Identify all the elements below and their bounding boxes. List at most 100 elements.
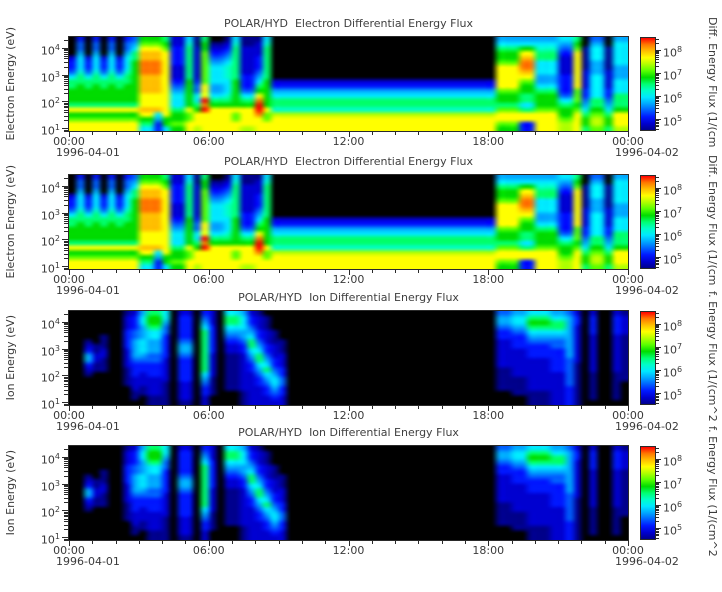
y-minor-tick [64, 335, 68, 337]
y-minor-tick [64, 349, 68, 351]
colorbar-major-tick [656, 481, 661, 483]
x-tick-label: 18:00 [472, 409, 505, 422]
colorbar-minor-tick [656, 61, 659, 63]
x-tick-label: 12:00 [332, 409, 365, 422]
colorbar-tick-label: 108 [663, 44, 683, 60]
y-tick-label: 101 [40, 123, 60, 138]
y-major-tick [62, 212, 68, 214]
y-minor-tick [64, 325, 68, 327]
x-tick-label: 18:00 [472, 273, 505, 286]
x-tick-label: 06:00 [192, 135, 225, 148]
y-minor-tick [64, 486, 68, 488]
y-minor-tick [64, 462, 68, 464]
colorbar-minor-tick [656, 507, 659, 509]
y-minor-tick [64, 340, 68, 342]
y-minor-tick [64, 381, 68, 383]
x-minor-tick [534, 406, 536, 409]
date-label-right: 1996-04-02 [615, 555, 679, 568]
x-minor-tick [138, 406, 140, 409]
colorbar-major-tick [656, 49, 661, 51]
colorbar-tick-label: 105 [663, 252, 683, 268]
colorbar-minor-tick [656, 465, 659, 467]
y-major-tick [62, 321, 68, 323]
colorbar-axis-label: f. Energy Flux (1/(cm^2 [706, 426, 719, 557]
colorbar-minor-tick [656, 82, 659, 84]
y-major-tick [62, 74, 68, 76]
colorbar-minor-tick [656, 483, 659, 485]
colorbar-tick-label: 105 [663, 114, 683, 130]
date-label-right: 1996-04-02 [615, 420, 679, 433]
y-minor-tick [64, 107, 68, 109]
x-minor-tick [162, 406, 164, 409]
x-minor-tick [511, 132, 513, 135]
x-minor-tick [115, 132, 117, 135]
y-minor-tick [64, 129, 68, 131]
x-tick-label: 00:00 [53, 273, 85, 286]
x-minor-tick [325, 541, 327, 544]
colorbar-minor-tick [656, 488, 659, 490]
x-minor-tick [115, 406, 117, 409]
spectrogram-canvas [69, 446, 628, 540]
y-minor-tick [64, 51, 68, 53]
x-minor-tick [232, 541, 234, 544]
y-minor-tick [64, 53, 68, 55]
y-minor-tick [64, 85, 68, 87]
x-minor-tick [278, 541, 280, 544]
y-minor-tick [64, 494, 68, 496]
x-minor-tick [301, 406, 303, 409]
colorbar-major-tick [656, 323, 661, 325]
x-major-tick [348, 132, 350, 137]
panel-title: POLAR/HYD Electron Differential Energy F… [223, 17, 474, 30]
colorbar-tick-label: 107 [663, 67, 683, 83]
colorbar-minor-tick [656, 264, 659, 266]
x-minor-tick [301, 541, 303, 544]
x-minor-tick [558, 541, 560, 544]
colorbar-minor-tick [656, 246, 659, 248]
colorbar-major-tick [656, 96, 661, 98]
y-tick-label: 104 [40, 42, 60, 58]
y-minor-tick [64, 112, 68, 114]
y-minor-tick [64, 448, 68, 450]
colorbar-minor-tick [656, 394, 659, 396]
colorbar-axis-label: f. Energy Flux (1/(cm^2 [706, 291, 719, 422]
date-label-left: 1996-04-01 [56, 555, 120, 568]
x-minor-tick [441, 132, 443, 135]
colorbar [640, 175, 656, 269]
y-minor-tick [64, 196, 68, 198]
y-minor-tick [64, 220, 68, 222]
colorbar-minor-tick [656, 241, 659, 243]
y-minor-tick [64, 359, 68, 361]
colorbar-minor-tick [656, 126, 659, 128]
colorbar-minor-tick [656, 194, 659, 196]
y-tick-label: 101 [40, 397, 60, 412]
y-minor-tick [64, 80, 68, 82]
colorbar-minor-tick [656, 54, 659, 56]
colorbar-minor-tick [656, 514, 659, 516]
colorbar-minor-tick [656, 324, 659, 326]
colorbar-minor-tick [656, 38, 659, 40]
x-minor-tick [255, 270, 257, 273]
date-label-right: 1996-04-02 [615, 146, 679, 159]
colorbar-minor-tick [656, 487, 659, 489]
y-minor-tick [64, 403, 68, 405]
colorbar-minor-tick [656, 348, 659, 350]
colorbar-minor-tick [656, 188, 659, 190]
colorbar-minor-tick [656, 98, 659, 100]
y-minor-tick [64, 177, 68, 179]
colorbar-major-tick [656, 505, 661, 507]
colorbar-minor-tick [656, 223, 659, 225]
colorbar-minor-tick [656, 349, 659, 351]
colorbar-minor-tick [656, 120, 659, 122]
x-major-tick [208, 406, 210, 411]
colorbar-tick-label: 106 [663, 229, 683, 244]
x-minor-tick [441, 541, 443, 544]
colorbar-minor-tick [656, 203, 659, 205]
y-minor-tick [64, 189, 68, 191]
y-minor-tick [64, 491, 68, 493]
y-minor-tick [64, 379, 68, 381]
colorbar-minor-tick [656, 237, 659, 239]
x-minor-tick [301, 270, 303, 273]
colorbar-minor-tick [656, 353, 659, 355]
colorbar-minor-tick [656, 529, 659, 531]
x-minor-tick [92, 270, 94, 273]
